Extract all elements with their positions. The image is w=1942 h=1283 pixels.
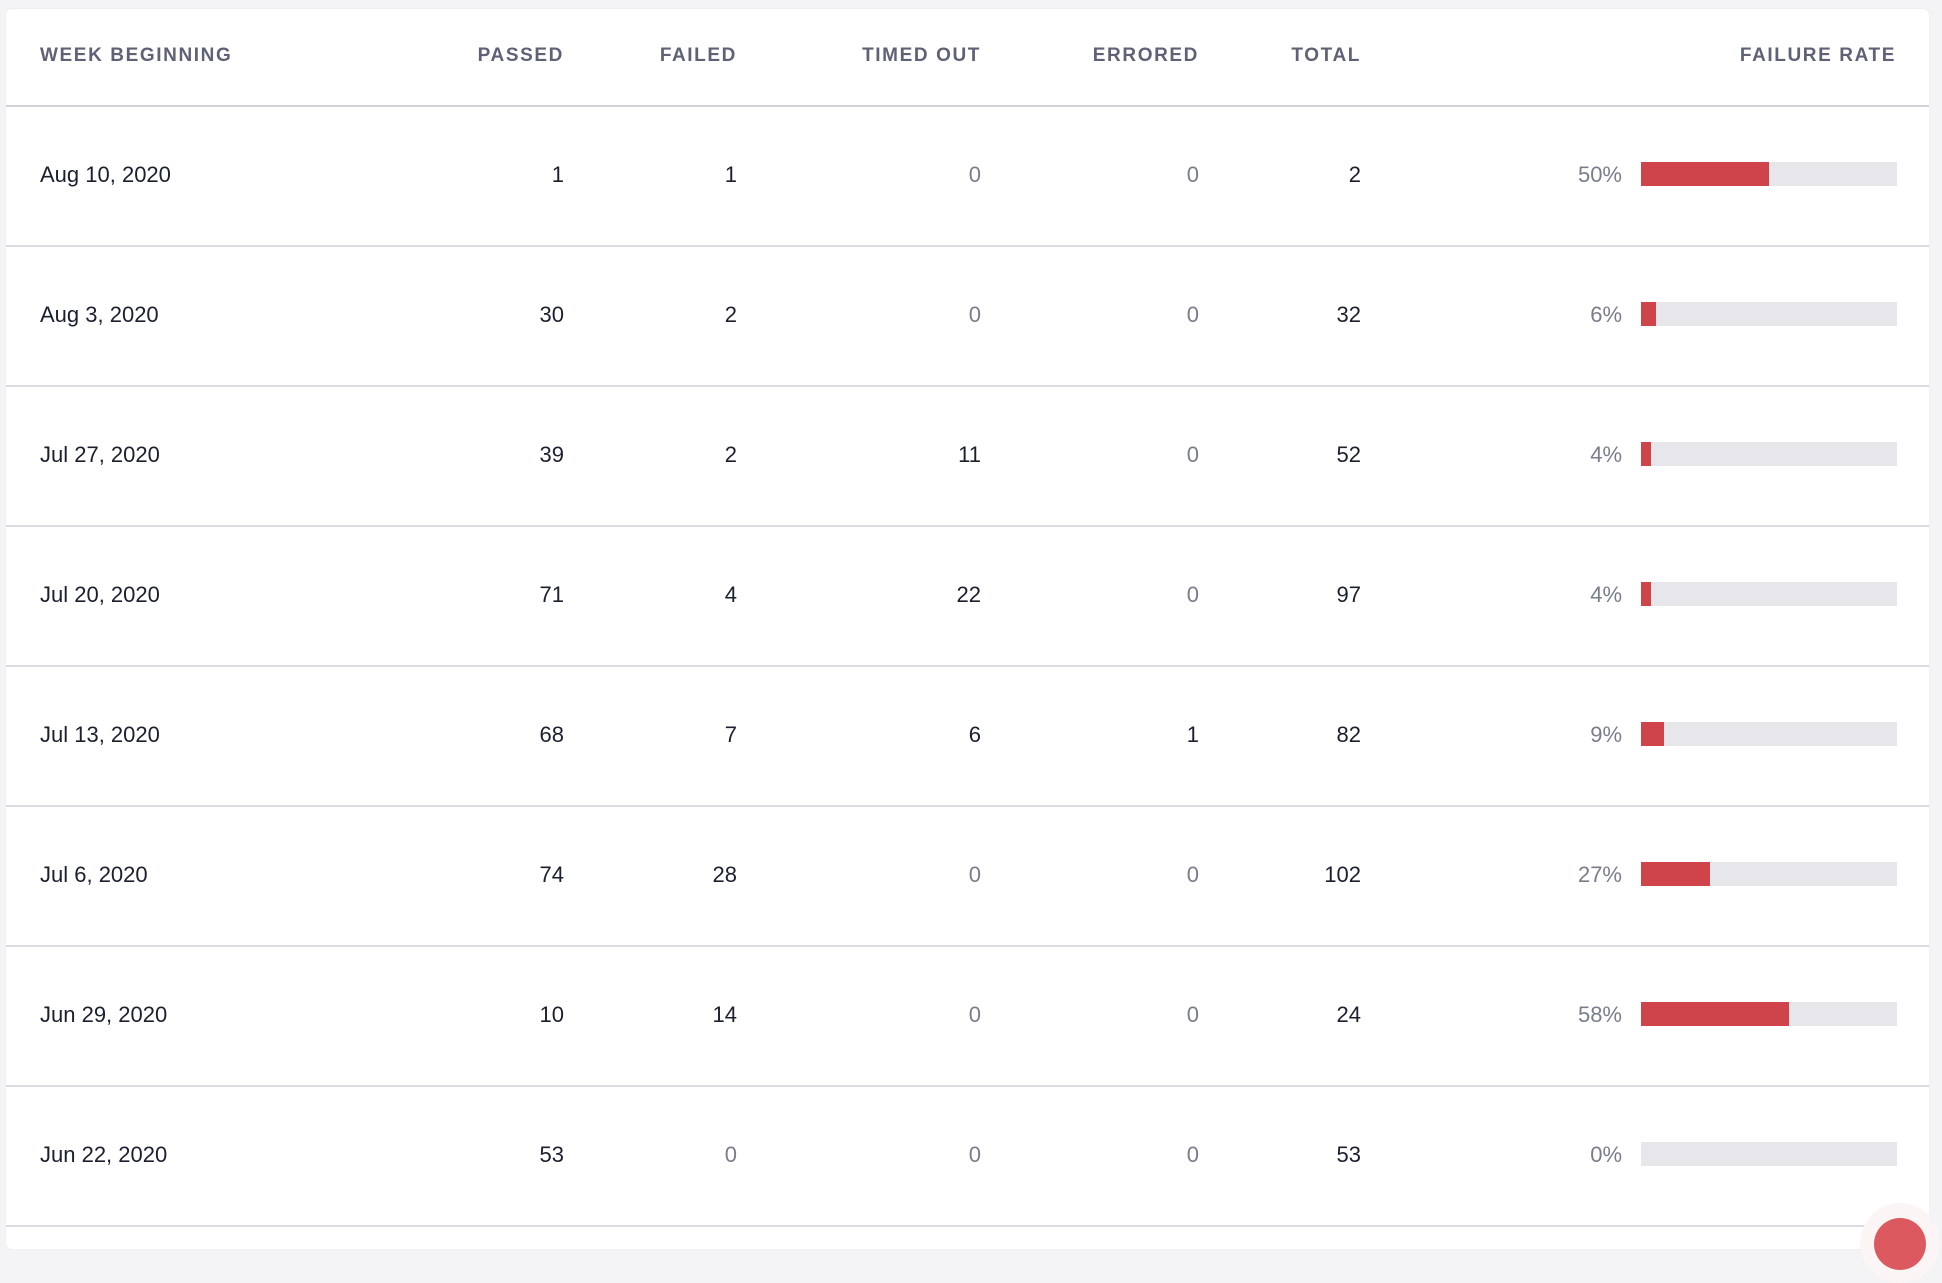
table-row[interactable]: Jul 6, 2020 74 28 0 0 102 27% (6, 807, 1929, 947)
errored-cell: 0 (1186, 442, 1199, 467)
week-cell: Jun 29, 2020 (40, 1002, 168, 1027)
failure-rate-bar (1641, 1002, 1897, 1026)
failure-rate-label: 58% (1577, 1002, 1622, 1027)
scrollbar-track[interactable] (1930, 0, 1942, 1224)
failure-rate-fill (1641, 722, 1665, 746)
failure-rate-fill (1641, 1002, 1790, 1026)
failure-rate-bar (1641, 1142, 1897, 1166)
failure-rate-label: 6% (1590, 302, 1622, 327)
header-errored[interactable]: ERRORED (1092, 45, 1199, 66)
failure-rate-label: 4% (1590, 582, 1622, 607)
passed-cell: 30 (539, 302, 564, 327)
timed-out-cell: 11 (958, 442, 981, 467)
total-cell: 53 (1336, 1142, 1361, 1167)
failure-rate-bar (1641, 162, 1897, 186)
header-passed[interactable]: PASSED (477, 45, 564, 66)
failed-cell: 2 (724, 442, 737, 467)
passed-cell: 1 (551, 162, 564, 187)
table-row[interactable]: Jul 13, 2020 68 7 6 1 82 9% (6, 667, 1929, 807)
failure-rate-fill (1641, 582, 1652, 606)
failure-rate-bar (1641, 722, 1897, 746)
timed-out-cell: 6 (968, 722, 981, 747)
total-cell: 52 (1336, 442, 1361, 467)
failed-cell: 7 (724, 722, 737, 747)
failure-rate-label: 0% (1590, 1142, 1622, 1167)
week-cell: Aug 10, 2020 (40, 162, 171, 187)
failed-cell: 28 (712, 862, 737, 887)
errored-cell: 0 (1186, 582, 1199, 607)
header-failure-rate[interactable]: FAILURE RATE (1739, 45, 1896, 66)
table-row[interactable]: Jul 27, 2020 39 2 11 0 52 4% (6, 387, 1929, 527)
table-row[interactable]: Jun 22, 2020 53 0 0 0 53 0% (6, 1087, 1929, 1227)
failed-cell: 4 (724, 582, 737, 607)
failure-rate-label: 9% (1590, 722, 1622, 747)
week-cell: Jul 13, 2020 (40, 722, 160, 747)
table-header: WEEK BEGINNING PASSED FAILED TIMED OUT E… (6, 9, 1929, 107)
failure-rate-bar (1641, 442, 1897, 466)
failure-rate-fill (1641, 302, 1657, 326)
passed-cell: 68 (539, 722, 564, 747)
week-cell: Jun 22, 2020 (40, 1142, 168, 1167)
week-cell: Jul 20, 2020 (40, 582, 160, 607)
passed-cell: 39 (539, 442, 564, 467)
failure-rate-label: 27% (1577, 862, 1622, 887)
failure-rate-fill (1641, 442, 1652, 466)
header-total[interactable]: TOTAL (1291, 45, 1361, 66)
passed-cell: 53 (539, 1142, 564, 1167)
table-row[interactable]: Jun 29, 2020 10 14 0 0 24 58% (6, 947, 1929, 1087)
timed-out-cell: 0 (968, 162, 981, 187)
failed-cell: 14 (712, 1002, 737, 1027)
failure-rate-bar (1641, 862, 1897, 886)
test-results-table: WEEK BEGINNING PASSED FAILED TIMED OUT E… (6, 9, 1929, 1249)
failure-rate-fill (1641, 862, 1711, 886)
total-cell: 2 (1348, 162, 1361, 187)
table-row[interactable]: Aug 10, 2020 1 1 0 0 2 50% (6, 107, 1929, 247)
errored-cell: 0 (1186, 302, 1199, 327)
failed-cell: 1 (724, 162, 737, 187)
timed-out-cell: 0 (968, 1142, 981, 1167)
errored-cell: 1 (1186, 722, 1199, 747)
timed-out-cell: 0 (968, 1002, 981, 1027)
total-cell: 82 (1336, 722, 1361, 747)
week-cell: Aug 3, 2020 (40, 302, 159, 327)
week-cell: Jul 6, 2020 (40, 862, 148, 887)
header-timed-out[interactable]: TIMED OUT (862, 45, 981, 66)
errored-cell: 0 (1186, 162, 1199, 187)
table-row[interactable]: Aug 3, 2020 30 2 0 0 32 6% (6, 247, 1929, 387)
failure-rate-label: 4% (1590, 442, 1622, 467)
errored-cell: 0 (1186, 1142, 1199, 1167)
failed-cell: 0 (724, 1142, 737, 1167)
total-cell: 24 (1336, 1002, 1361, 1027)
timed-out-cell: 22 (956, 582, 981, 607)
errored-cell: 0 (1186, 862, 1199, 887)
failure-rate-bar (1641, 582, 1897, 606)
passed-cell: 10 (539, 1002, 564, 1027)
failure-rate-label: 50% (1577, 162, 1622, 187)
failure-rate-bar (1641, 302, 1897, 326)
timed-out-cell: 0 (968, 862, 981, 887)
failed-cell: 2 (724, 302, 737, 327)
week-cell: Jul 27, 2020 (40, 442, 160, 467)
passed-cell: 71 (539, 582, 564, 607)
timed-out-cell: 0 (968, 302, 981, 327)
header-failed[interactable]: FAILED (659, 45, 737, 66)
table-row[interactable]: Jul 20, 2020 71 4 22 0 97 4% (6, 527, 1929, 667)
errored-cell: 0 (1186, 1002, 1199, 1027)
total-cell: 32 (1336, 302, 1361, 327)
total-cell: 97 (1336, 582, 1361, 607)
total-cell: 102 (1324, 862, 1361, 887)
header-week-beginning[interactable]: WEEK BEGINNING (40, 45, 233, 66)
passed-cell: 74 (539, 862, 564, 887)
floating-action-button[interactable] (1874, 1218, 1926, 1270)
failure-rate-fill (1641, 162, 1769, 186)
